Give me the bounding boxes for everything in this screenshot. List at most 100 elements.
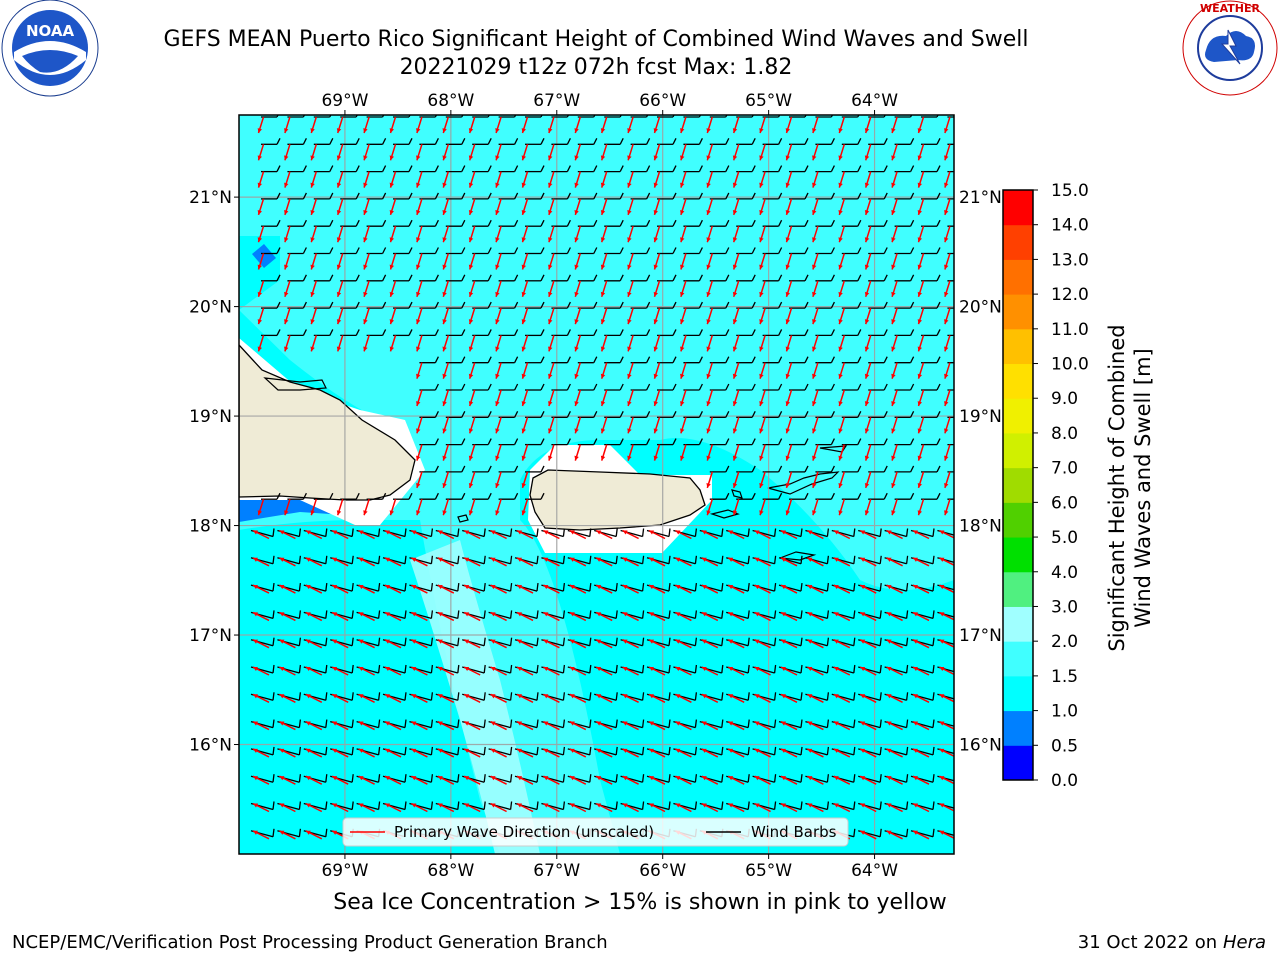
vector-mark bbox=[303, 774, 328, 785]
vector-mark bbox=[495, 356, 519, 379]
vector-mark bbox=[330, 583, 354, 594]
vector-mark bbox=[785, 247, 809, 270]
vector-mark bbox=[594, 555, 618, 567]
vector-mark bbox=[884, 774, 909, 785]
vector-mark bbox=[548, 247, 571, 270]
vector-mark bbox=[442, 115, 464, 134]
vector-mark bbox=[805, 692, 830, 703]
vector-mark bbox=[673, 774, 698, 785]
vector-mark bbox=[831, 801, 856, 813]
vector-mark bbox=[574, 165, 598, 188]
vector-mark bbox=[541, 719, 566, 731]
vector-mark bbox=[838, 274, 862, 298]
vector-mark bbox=[567, 719, 592, 731]
vector-mark bbox=[910, 583, 935, 594]
vector-mark bbox=[330, 528, 354, 540]
vector-mark bbox=[627, 329, 651, 352]
vector-mark bbox=[356, 774, 381, 785]
vector-mark bbox=[548, 138, 571, 161]
land-hispaniola bbox=[239, 344, 416, 501]
map-ticks: 69°W 69°W 68°W 68°W 67°W 67°W 66°W 66°W 65°W 65°W… bbox=[189, 91, 1002, 881]
vector-mark bbox=[303, 583, 328, 594]
vector-mark bbox=[488, 801, 513, 813]
vector-mark bbox=[910, 555, 935, 567]
vector-mark bbox=[416, 219, 439, 243]
vector-mark bbox=[944, 498, 954, 516]
vector-mark bbox=[864, 247, 888, 270]
vector-mark bbox=[732, 356, 756, 379]
vector-mark bbox=[937, 802, 954, 812]
vector-mark bbox=[442, 138, 466, 161]
island-anegada bbox=[819, 445, 848, 453]
vector-mark bbox=[521, 356, 545, 379]
vector-mark bbox=[937, 639, 954, 648]
vector-mark bbox=[759, 165, 783, 188]
vector-mark bbox=[858, 801, 882, 813]
vector-mark bbox=[699, 801, 724, 813]
vector-mark bbox=[937, 775, 954, 785]
lon-tick-label-bottom: 69°W bbox=[321, 861, 368, 881]
vector-mark bbox=[462, 637, 486, 649]
vector-mark bbox=[310, 329, 334, 352]
vector-mark bbox=[706, 165, 730, 188]
vector-mark bbox=[864, 165, 888, 188]
vector-mark bbox=[778, 664, 803, 676]
vector-mark bbox=[442, 329, 466, 352]
vector-mark bbox=[442, 274, 466, 298]
vector-mark bbox=[250, 828, 275, 840]
vector-mark bbox=[673, 555, 698, 567]
vector-mark bbox=[435, 664, 460, 676]
vector-mark bbox=[548, 115, 570, 134]
vector-mark bbox=[653, 165, 677, 188]
vector-mark bbox=[495, 301, 519, 325]
vector-mark bbox=[646, 528, 671, 540]
vector-mark bbox=[785, 492, 809, 516]
vector-mark bbox=[310, 492, 334, 516]
vector-mark bbox=[495, 465, 519, 489]
credit-date-text: 31 Oct 2022 on bbox=[1077, 932, 1223, 953]
vector-mark bbox=[488, 637, 513, 649]
vector-mark bbox=[805, 801, 830, 813]
vector-mark bbox=[759, 138, 783, 161]
vector-mark bbox=[356, 528, 381, 540]
vector-mark bbox=[382, 583, 407, 594]
vector-mark bbox=[838, 115, 860, 134]
vector-mark bbox=[831, 555, 856, 567]
vector-mark bbox=[574, 274, 598, 298]
vector-mark bbox=[891, 138, 915, 161]
vector-mark bbox=[831, 692, 856, 703]
vector-mark bbox=[574, 115, 596, 134]
vector-mark bbox=[812, 383, 835, 407]
vector-mark bbox=[838, 438, 862, 461]
vector-mark bbox=[759, 274, 783, 298]
vector-mark bbox=[574, 438, 598, 461]
vector-mark bbox=[284, 138, 307, 161]
vector-mark bbox=[277, 528, 302, 540]
vector-mark bbox=[250, 746, 275, 758]
colorbar-tick-label: 9.0 bbox=[1051, 389, 1078, 409]
legend-label-wind-barbs: Wind Barbs bbox=[751, 823, 837, 841]
vector-mark bbox=[389, 329, 413, 352]
vector-mark bbox=[303, 692, 328, 703]
vector-mark bbox=[858, 528, 882, 540]
vector-mark bbox=[673, 528, 698, 540]
vector-mark bbox=[620, 692, 645, 703]
vector-mark bbox=[514, 719, 539, 731]
vector-mark bbox=[891, 301, 915, 325]
vector-mark bbox=[680, 165, 703, 188]
vector-mark bbox=[706, 192, 730, 216]
vector-mark bbox=[389, 165, 413, 188]
vector-mark bbox=[541, 801, 566, 813]
vector-mark bbox=[495, 438, 519, 461]
vector-mark bbox=[752, 664, 777, 676]
vector-mark bbox=[627, 219, 651, 243]
vector-mark bbox=[521, 438, 545, 461]
vector-mark bbox=[778, 637, 803, 649]
vector-mark bbox=[356, 583, 381, 594]
vector-mark bbox=[303, 637, 328, 649]
vector-mark bbox=[468, 329, 492, 352]
vector-mark bbox=[812, 465, 835, 489]
vector-mark bbox=[277, 664, 302, 676]
vector-mark bbox=[574, 411, 598, 434]
vector-mark bbox=[944, 416, 954, 434]
